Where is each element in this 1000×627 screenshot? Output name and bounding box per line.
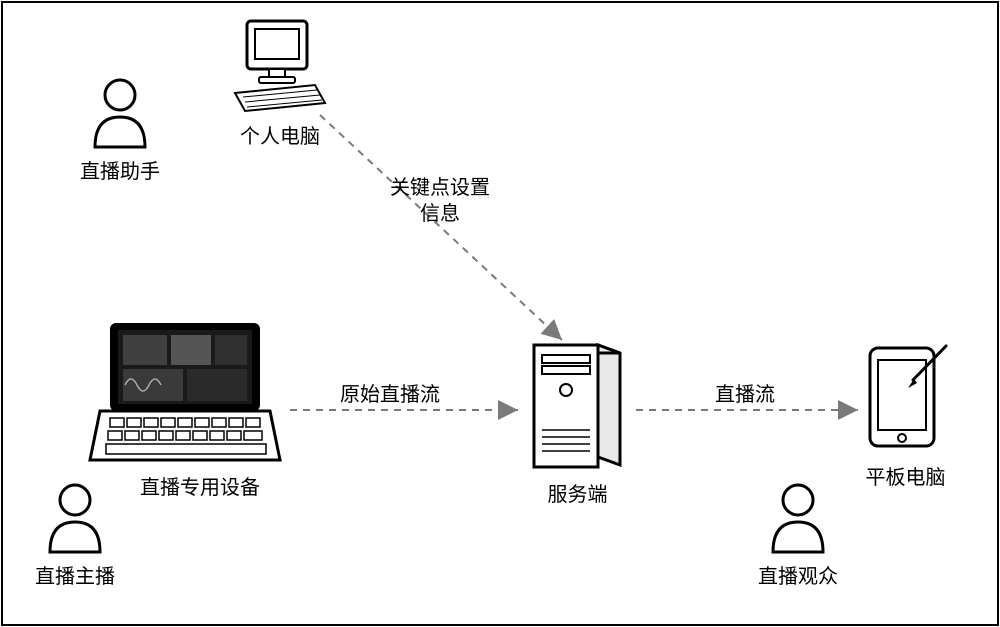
- node-broadcaster: 直播主播: [35, 480, 115, 589]
- node-laptop: 直播专用设备: [85, 315, 285, 500]
- edge-pc-server: [320, 115, 562, 340]
- pc-label: 个人电脑: [225, 120, 335, 149]
- broadcast-laptop-icon: [85, 315, 285, 470]
- server-icon: [520, 335, 635, 475]
- node-assistant: 直播助手: [80, 75, 160, 184]
- edge-label-stream: 直播流: [715, 382, 775, 408]
- node-viewer: 直播观众: [758, 480, 838, 589]
- node-server: 服务端: [520, 335, 635, 507]
- viewer-label: 直播观众: [758, 560, 838, 589]
- broadcaster-label: 直播主播: [35, 560, 115, 589]
- edge-label-keypoint: 关键点设置 信息: [390, 175, 490, 227]
- person-icon: [85, 75, 155, 150]
- assistant-label: 直播助手: [80, 155, 160, 184]
- person-icon: [763, 480, 833, 555]
- node-tablet: 平板电脑: [858, 340, 953, 490]
- node-pc: 个人电脑: [225, 15, 335, 149]
- edge-label-rawstream: 原始直播流: [340, 382, 440, 408]
- pc-icon: [225, 15, 335, 115]
- laptop-label: 直播专用设备: [115, 471, 285, 500]
- person-icon: [40, 480, 110, 555]
- tablet-icon: [858, 340, 953, 460]
- server-label: 服务端: [520, 478, 635, 507]
- tablet-label: 平板电脑: [858, 461, 953, 490]
- diagram-canvas: 关键点设置 信息 原始直播流 直播流 个人电脑 直播助手: [0, 0, 1000, 627]
